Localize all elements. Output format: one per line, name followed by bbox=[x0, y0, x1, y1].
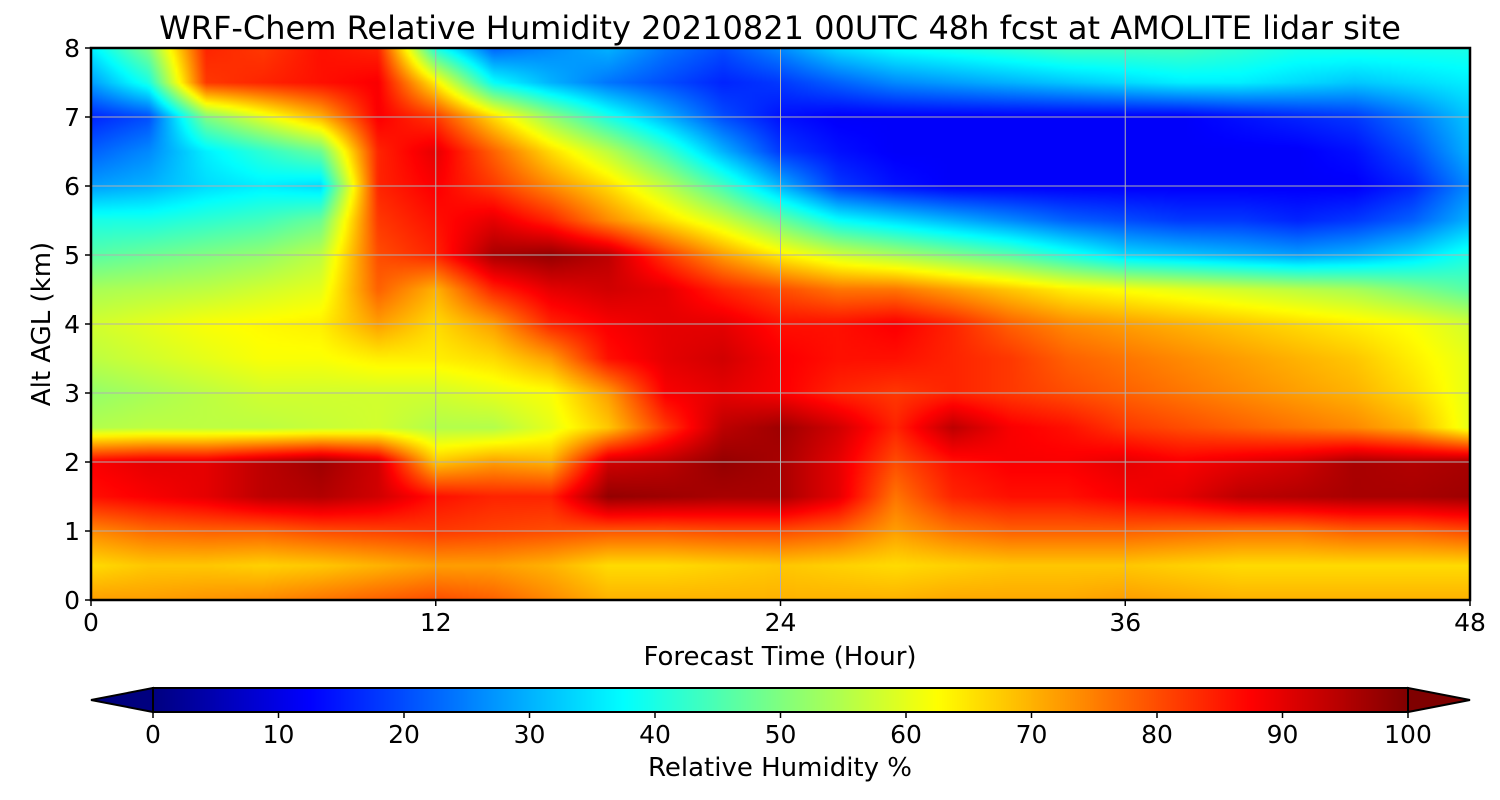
colorbar-label: Relative Humidity % bbox=[648, 753, 912, 783]
colorbar-tick-label: 20 bbox=[388, 720, 420, 749]
x-tick-label: 12 bbox=[420, 608, 452, 637]
y-tick-label: 7 bbox=[64, 103, 80, 132]
y-tick-label: 3 bbox=[64, 379, 80, 408]
colorbar-tick-label: 40 bbox=[639, 720, 671, 749]
x-tick-label: 48 bbox=[1454, 608, 1486, 637]
y-tick-label: 1 bbox=[64, 517, 80, 546]
colorbar-extend-low bbox=[90, 686, 154, 714]
y-tick-label: 5 bbox=[64, 241, 80, 270]
x-axis-ticks: 0 12 24 36 48 bbox=[83, 600, 1486, 637]
colorbar: 0 10 20 30 40 50 60 70 80 90 100 bbox=[90, 686, 1471, 749]
x-tick-label: 36 bbox=[1109, 608, 1141, 637]
colorbar-tick-label: 50 bbox=[765, 720, 797, 749]
colorbar-tick-label: 10 bbox=[263, 720, 295, 749]
colorbar-tick-label: 80 bbox=[1141, 720, 1173, 749]
y-axis-label: Alt AGL (km) bbox=[27, 242, 57, 406]
y-tick-label: 8 bbox=[64, 34, 80, 63]
colorbar-tick-label: 90 bbox=[1267, 720, 1299, 749]
colorbar-tick-label: 60 bbox=[890, 720, 922, 749]
colorbar-gradient bbox=[153, 688, 1408, 712]
colorbar-tick-label: 100 bbox=[1384, 720, 1432, 749]
colorbar-tick-label: 30 bbox=[514, 720, 546, 749]
y-tick-label: 0 bbox=[64, 586, 80, 615]
y-tick-label: 6 bbox=[64, 172, 80, 201]
colorbar-extend-high bbox=[1407, 686, 1471, 714]
colorbar-ticks: 0 10 20 30 40 50 60 70 80 90 100 bbox=[145, 712, 1432, 749]
chart-title: WRF-Chem Relative Humidity 20210821 00UT… bbox=[159, 9, 1401, 47]
colorbar-tick-label: 0 bbox=[145, 720, 161, 749]
x-tick-label: 24 bbox=[765, 608, 797, 637]
y-tick-label: 2 bbox=[64, 448, 80, 477]
colorbar-tick-label: 70 bbox=[1016, 720, 1048, 749]
y-tick-label: 4 bbox=[64, 310, 80, 339]
y-axis-ticks: 0 1 2 3 4 5 6 7 8 bbox=[64, 34, 91, 615]
x-tick-label: 0 bbox=[83, 608, 99, 637]
x-axis-label: Forecast Time (Hour) bbox=[643, 642, 916, 672]
